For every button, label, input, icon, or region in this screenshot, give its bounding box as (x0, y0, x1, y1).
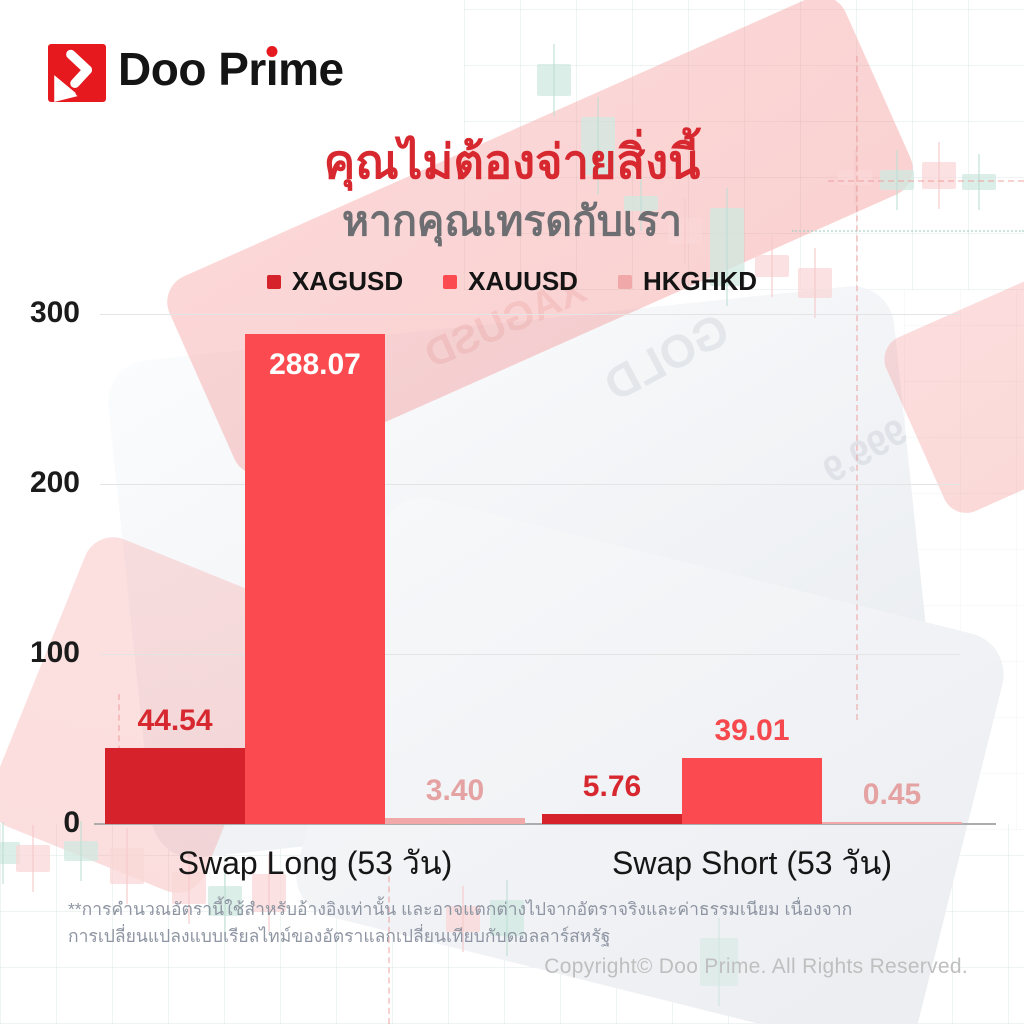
footnote-disclaimer: **การคำนวณอัตรานี้ใช้สำหรับอ้างอิงเท่านั… (68, 899, 853, 947)
x-axis-category-label: Swap Long (53 วัน) (177, 845, 453, 881)
copyright-text: Copyright© Doo Prime. All Rights Reserve… (544, 955, 968, 978)
bar-xagusd-0 (105, 748, 245, 824)
candlestick-decoration (0, 822, 20, 884)
legend-label: HKGHKD (642, 266, 758, 296)
legend-item-hkghkd: HKGHKD (617, 266, 758, 297)
bar-chart: 0 100 200 300 44.54 288.07 3.40 Swap Long (53 ว… (30, 296, 996, 881)
gridline (100, 484, 960, 485)
bar-xauusd-1 (682, 757, 822, 824)
legend-item-xauusd: XAUUSD (443, 266, 578, 297)
candlestick-decoration (16, 825, 50, 892)
gridline (100, 654, 960, 655)
candlestick-decoration (110, 828, 144, 904)
bar-hkghkd-1 (822, 821, 962, 824)
candlestick-decoration (537, 44, 571, 116)
x-axis-line (94, 823, 996, 825)
page-subtitle: หากคุณเทรดกับเรา (342, 198, 682, 244)
bar-value-label: 288.07 (269, 348, 361, 382)
dotted-line-decoration (792, 230, 1024, 232)
doo-prime-logo-icon (48, 44, 106, 102)
bar-hkghkd-0 (385, 818, 525, 824)
candlestick-decoration (838, 150, 872, 205)
gridline (100, 314, 960, 315)
candlestick-decoration (64, 821, 98, 881)
bar-xagusd-1 (542, 814, 682, 824)
candlestick-decoration (252, 854, 286, 932)
candlestick-decoration (446, 886, 480, 952)
dashed-line-decoration (856, 56, 858, 720)
x-axis-category-label: Swap Short (53 วัน) (612, 845, 892, 881)
bar-value-label: 39.01 (714, 713, 790, 747)
background-grid (464, 0, 1024, 290)
bar-value-label: 5.76 (582, 770, 642, 804)
candlestick-decoration (710, 188, 744, 306)
y-axis-tick-label: 300 (29, 296, 80, 329)
candlestick-decoration (922, 142, 956, 209)
y-axis-tick-label: 0 (63, 806, 80, 839)
candlestick-decoration (755, 235, 789, 297)
logo-i-dot (266, 46, 278, 57)
candlestick-decoration (172, 852, 206, 924)
legend-label: XAGUSD (291, 266, 404, 296)
candlestick-decoration (700, 918, 738, 1006)
candlestick-decoration (668, 198, 702, 264)
legend-swatch-icon (617, 274, 632, 289)
brand-name: Doo Prı me (118, 43, 344, 95)
candlestick-decoration (880, 150, 914, 210)
bar-xauusd-0 (245, 334, 385, 824)
dashed-line-decoration (388, 856, 390, 1024)
dashed-line-decoration (828, 180, 1024, 182)
candlestick-decoration (962, 154, 996, 210)
bar-value-label: 44.54 (137, 704, 213, 738)
y-axis-tick-label: 200 (29, 466, 80, 499)
legend-label: XAUUSD (468, 266, 578, 296)
candlestick-decoration (581, 97, 615, 195)
y-axis-tick-label: 100 (29, 636, 80, 669)
legend-swatch-icon (266, 274, 281, 289)
bar-value-label: 0.45 (862, 777, 922, 811)
candlestick-decoration (624, 176, 658, 231)
candlestick-decoration (490, 880, 524, 956)
candlestick-decoration (798, 248, 832, 318)
chart-legend: XAGUSD XAUUSD HKGHKD (0, 266, 1024, 297)
legend-swatch-icon (443, 274, 458, 289)
bar-value-label: 3.40 (425, 774, 485, 808)
candlestick-decoration (208, 866, 242, 936)
page-title: คุณไม่ต้องจ่ายสิ่งนี้ (323, 135, 701, 188)
legend-item-xagusd: XAGUSD (266, 266, 404, 297)
